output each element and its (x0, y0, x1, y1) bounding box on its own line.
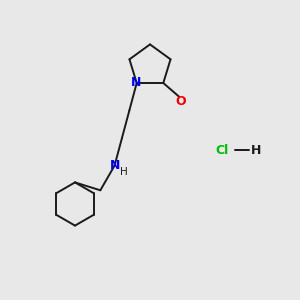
Text: N: N (131, 76, 141, 89)
Text: Cl: Cl (215, 143, 229, 157)
Text: N: N (110, 159, 120, 172)
Text: O: O (175, 95, 186, 108)
Text: H: H (120, 167, 128, 177)
Text: H: H (251, 143, 262, 157)
